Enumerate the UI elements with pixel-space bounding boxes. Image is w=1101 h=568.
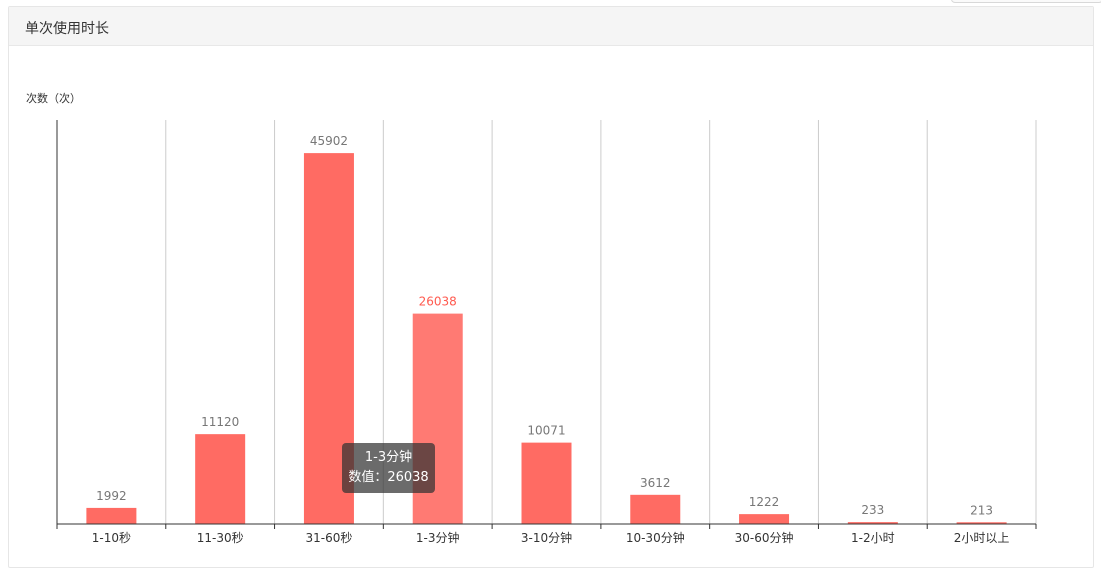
data-label: 213 xyxy=(970,503,993,517)
panel-title: 单次使用时长 xyxy=(25,21,109,37)
x-tick-label: 3-10分钟 xyxy=(521,530,572,545)
bar[interactable] xyxy=(847,522,898,524)
bar[interactable] xyxy=(956,522,1007,524)
y-axis-label: 次数（次） xyxy=(26,91,81,105)
data-label: 11120 xyxy=(201,415,239,429)
data-label: 45902 xyxy=(310,134,348,148)
data-label: 1222 xyxy=(749,495,780,509)
bar[interactable] xyxy=(739,514,790,524)
chart-bars xyxy=(86,153,1007,524)
panel-header: 单次使用时长 xyxy=(9,7,1093,46)
x-tick-label: 1-3分钟 xyxy=(416,530,460,545)
data-label: 26038 xyxy=(419,295,457,309)
data-label: 10071 xyxy=(527,424,565,438)
top-dropdown-edge[interactable] xyxy=(951,0,1101,3)
chart-tooltip: 1-3分钟 数值：26038 xyxy=(342,443,435,493)
duration-bar-chart: 次数（次） 1992 1-10秒 11120 11-30秒 45902 31-60秒 260… xyxy=(26,91,1037,545)
chart-grid xyxy=(165,120,1037,524)
tooltip-value: 数值：26038 xyxy=(348,470,429,485)
usage-duration-panel: 单次使用时长 xyxy=(8,6,1094,568)
bar[interactable] xyxy=(521,442,572,524)
x-tick-label: 1-10秒 xyxy=(92,531,131,545)
x-tick-label: 2小时以上 xyxy=(954,531,1010,545)
chart-labels: 1992 1-10秒 11120 11-30秒 45902 31-60秒 26038 1-3分… xyxy=(92,134,1010,545)
x-tick-label: 31-60秒 xyxy=(306,531,353,545)
x-tick-label: 11-30秒 xyxy=(197,531,244,545)
data-label: 1992 xyxy=(96,489,127,503)
bar[interactable] xyxy=(630,494,681,524)
x-tick-label: 1-2小时 xyxy=(851,531,895,545)
bar[interactable] xyxy=(195,434,246,524)
x-tick-label: 10-30分钟 xyxy=(626,530,685,545)
data-label: 233 xyxy=(861,503,884,517)
x-tick-label: 30-60分钟 xyxy=(735,530,794,545)
chart-axes xyxy=(56,120,1037,529)
bar[interactable] xyxy=(86,507,137,524)
tooltip-category: 1-3分钟 xyxy=(364,450,413,465)
data-label: 3612 xyxy=(640,476,671,490)
